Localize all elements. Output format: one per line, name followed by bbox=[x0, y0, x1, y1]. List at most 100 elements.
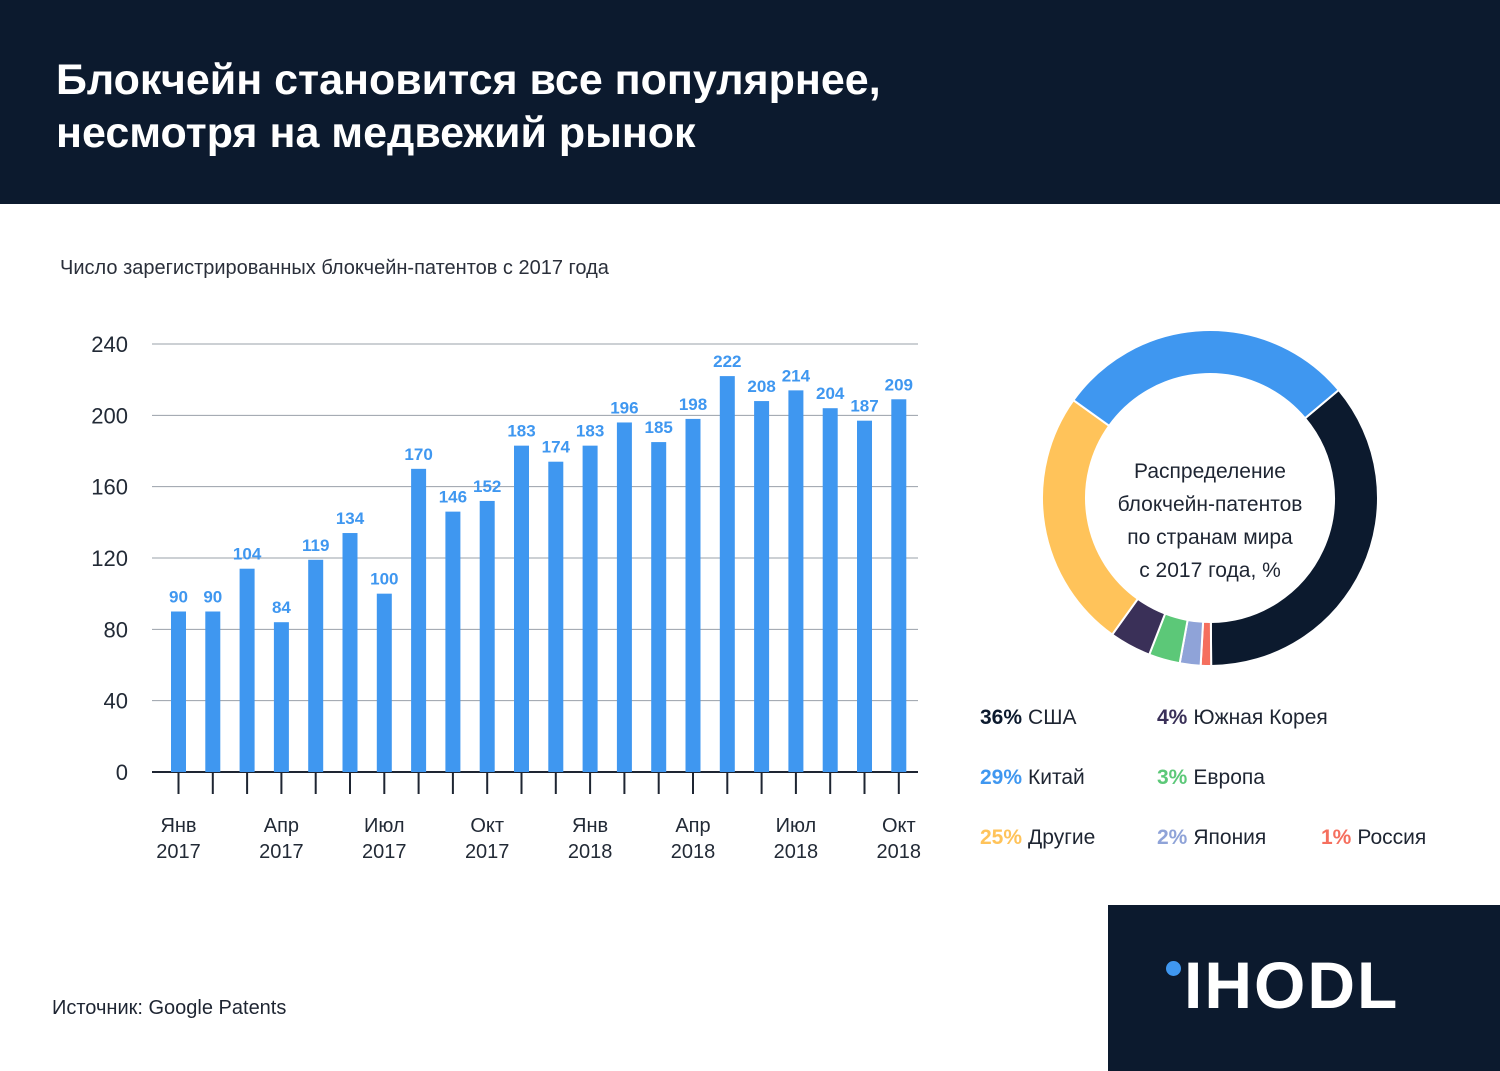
bar bbox=[342, 533, 358, 772]
bar bbox=[857, 420, 872, 772]
bar bbox=[822, 408, 838, 772]
logo: IHODL bbox=[1184, 948, 1400, 1022]
donut-center-line-2: блокчейн-патентов bbox=[1117, 493, 1303, 516]
y-tick-label: 0 bbox=[116, 760, 128, 785]
donut-chart-wrap bbox=[1041, 329, 1379, 668]
data-label: 196 bbox=[610, 398, 638, 417]
logo-box bbox=[1108, 905, 1500, 1071]
x-tick-label: 2017 bbox=[156, 841, 201, 863]
data-label: 183 bbox=[507, 422, 535, 441]
x-tick-label: Июл bbox=[776, 815, 817, 837]
logo-dot-icon bbox=[1166, 961, 1181, 976]
bar bbox=[788, 390, 804, 772]
page-title: Блокчейн становится все популярнее, несм… bbox=[56, 54, 881, 160]
bar bbox=[445, 511, 461, 772]
page-title-line-1: Блокчейн становится все популярнее, bbox=[56, 56, 881, 104]
donut-center-line-4: с 2017 года, % bbox=[1139, 559, 1281, 582]
legend-label-china: Китай bbox=[1028, 766, 1085, 789]
data-label: 208 bbox=[747, 377, 775, 396]
data-label: 185 bbox=[645, 418, 673, 437]
legend-item-japan: 2% Япония bbox=[1157, 826, 1266, 850]
x-tick-label: 2018 bbox=[568, 841, 613, 863]
x-tick-label: 2017 bbox=[362, 841, 407, 863]
x-tick-label: Окт bbox=[882, 815, 916, 837]
bar bbox=[616, 422, 632, 772]
x-tick-label: Апр bbox=[264, 815, 299, 837]
data-label: 170 bbox=[404, 445, 432, 464]
legend-item-russia: 1% Россия bbox=[1321, 826, 1426, 850]
y-tick-label: 160 bbox=[91, 475, 128, 500]
data-label: 84 bbox=[272, 598, 291, 617]
y-tick-label: 80 bbox=[104, 617, 128, 642]
legend-pct-usa: 36% bbox=[980, 706, 1023, 729]
x-tick-label: Июл bbox=[364, 815, 405, 837]
legend-label-usa: США bbox=[1028, 706, 1077, 729]
y-tick-label: 120 bbox=[91, 546, 128, 571]
data-label: 152 bbox=[473, 477, 501, 496]
legend-label-south-korea: Южная Корея bbox=[1193, 706, 1328, 729]
data-label: 90 bbox=[169, 588, 188, 607]
bar bbox=[754, 401, 770, 772]
bar bbox=[514, 445, 529, 772]
data-label: 174 bbox=[542, 438, 571, 457]
bar bbox=[685, 418, 701, 772]
legend-item-china: 29% Китай bbox=[980, 766, 1085, 790]
bar bbox=[651, 442, 667, 772]
legend-pct-other: 25% bbox=[980, 826, 1023, 849]
data-label: 146 bbox=[439, 488, 467, 507]
data-label: 119 bbox=[302, 536, 329, 555]
data-label: 214 bbox=[782, 366, 811, 385]
x-tick-label: Янв bbox=[572, 815, 608, 837]
legend-pct-south-korea: 4% bbox=[1157, 706, 1188, 729]
bar bbox=[479, 500, 495, 772]
legend-label-russia: Россия bbox=[1357, 826, 1427, 849]
bar-chart: 0 40 80 120 160 200 240 90 90 104 84 119 134 100 170 14… bbox=[91, 332, 921, 863]
legend-label-europe: Европа bbox=[1193, 766, 1265, 789]
legend-label-other: Другие bbox=[1028, 826, 1096, 849]
data-label: 100 bbox=[370, 570, 398, 589]
header-banner: Блокчейн становится все популярнее, несм… bbox=[0, 0, 1500, 204]
donut-slice bbox=[1209, 388, 1379, 668]
bar bbox=[719, 376, 735, 772]
legend-pct-japan: 2% bbox=[1157, 826, 1188, 849]
x-tick-label: Окт bbox=[470, 815, 504, 837]
donut-center-label: Распределение блокчейн-патентов по стран… bbox=[1085, 455, 1335, 587]
bar bbox=[582, 445, 598, 772]
donut-chart bbox=[1041, 329, 1379, 668]
y-tick-label: 240 bbox=[91, 332, 128, 357]
bar bbox=[308, 559, 324, 772]
bar bbox=[239, 568, 255, 772]
data-label: 183 bbox=[576, 422, 604, 441]
donut-center-line-1: Распределение bbox=[1134, 460, 1286, 483]
legend-pct-russia: 1% bbox=[1321, 826, 1352, 849]
data-label: 90 bbox=[203, 588, 222, 607]
data-label: 104 bbox=[233, 545, 262, 564]
bar bbox=[376, 593, 392, 772]
data-label: 204 bbox=[816, 384, 845, 403]
legend-label-japan: Япония bbox=[1193, 826, 1267, 849]
legend-item-south-korea: 4% Южная Корея bbox=[1157, 706, 1328, 730]
data-label: 222 bbox=[713, 352, 741, 371]
data-label: 187 bbox=[850, 397, 878, 416]
bar bbox=[273, 622, 289, 772]
x-tick-label: Апр bbox=[675, 815, 710, 837]
donut-slice bbox=[1072, 329, 1341, 428]
legend-pct-europe: 3% bbox=[1157, 766, 1188, 789]
x-tick-label: 2018 bbox=[671, 841, 716, 863]
bar bbox=[171, 611, 186, 772]
bar bbox=[548, 461, 564, 772]
donut-center-line-3: по странам мира bbox=[1127, 526, 1293, 549]
data-label: 198 bbox=[679, 395, 707, 414]
page-title-line-2: несмотря на медвежий рынок bbox=[56, 109, 696, 157]
data-label: 134 bbox=[336, 509, 365, 528]
chart-subtitle: Число зарегистрированных блокчейн-патент… bbox=[60, 257, 609, 279]
data-label: 209 bbox=[885, 375, 913, 394]
legend-pct-china: 29% bbox=[980, 766, 1023, 789]
bar bbox=[411, 468, 427, 772]
legend-item-europe: 3% Европа bbox=[1157, 766, 1265, 790]
x-tick-label: 2018 bbox=[774, 841, 819, 863]
x-tick-label: 2017 bbox=[259, 841, 304, 863]
y-tick-label: 40 bbox=[104, 689, 128, 714]
legend-item-usa: 36% США bbox=[980, 706, 1076, 730]
y-tick-label: 200 bbox=[91, 403, 128, 428]
